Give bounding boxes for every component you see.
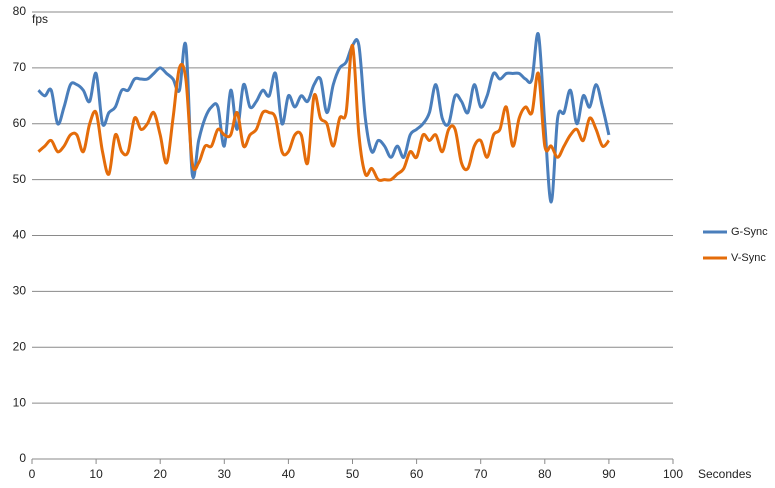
x-tick-label: 90 [602, 467, 616, 481]
y-axis-label: fps [32, 12, 48, 26]
y-tick-label: 40 [13, 228, 27, 242]
x-tick-label: 100 [663, 467, 683, 481]
x-tick-label: 10 [89, 467, 103, 481]
x-tick-label: 80 [538, 467, 552, 481]
y-tick-label: 60 [13, 116, 27, 130]
legend-label: V-Sync [731, 252, 766, 264]
series-line [37, 32, 611, 204]
x-tick-label: 70 [474, 467, 488, 481]
x-tick-label: 30 [218, 467, 232, 481]
y-tick-label: 50 [13, 172, 27, 186]
y-tick-label: 0 [19, 451, 26, 465]
legend-label: G-Sync [731, 226, 768, 238]
x-tick-label: 50 [346, 467, 360, 481]
y-tick-label: 20 [13, 339, 27, 353]
series-line [37, 44, 611, 182]
x-tick-label: 60 [410, 467, 424, 481]
y-tick-label: 30 [13, 284, 27, 298]
x-tick-label: 40 [282, 467, 296, 481]
y-tick-label: 80 [13, 4, 27, 18]
y-tick-label: 70 [13, 60, 27, 74]
x-tick-label: 0 [29, 467, 36, 481]
x-axis-label: Secondes [698, 467, 751, 481]
y-tick-label: 10 [13, 395, 27, 409]
x-tick-label: 20 [154, 467, 168, 481]
